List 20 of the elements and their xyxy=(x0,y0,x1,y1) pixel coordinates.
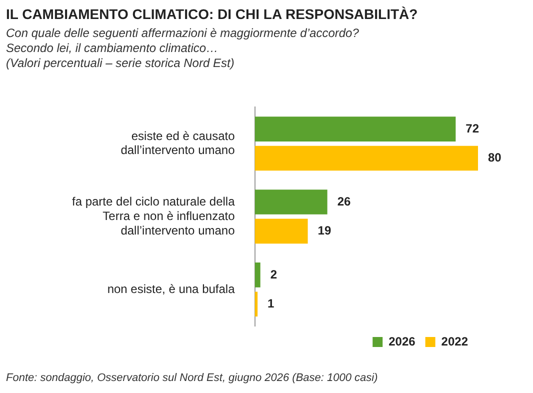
data-label: 72 xyxy=(466,121,480,136)
data-label: 1 xyxy=(268,296,275,310)
bar xyxy=(254,218,308,244)
legend-label: 2026 xyxy=(388,334,416,348)
y-tick-label: fa parte del ciclo naturale della Terra e non è influenzato dall’intervento umano xyxy=(72,194,236,238)
data-label: 19 xyxy=(318,224,332,238)
legend-label: 2022 xyxy=(441,334,468,348)
y-tick-label: esiste ed è causato dall’intervento umano xyxy=(120,128,236,158)
bar xyxy=(254,190,328,214)
chart-subtitle: Con quale delle seguenti affermazioni è maggiormente d’accordo? Secondo lei, il cambiamento climatico… (Valori percentuali – serie storica Nord Est) xyxy=(6,26,359,71)
data-label: 2 xyxy=(270,267,278,282)
data-label: 26 xyxy=(337,194,351,208)
chart-title: IL CAMBIAMENTO CLIMATICO: DI CHI LA RESPONSABILITÀ? xyxy=(6,6,418,22)
bar xyxy=(254,116,456,142)
data-label: 80 xyxy=(488,150,502,165)
bar xyxy=(254,292,258,317)
source-note: Fonte: sondaggio, Osservatorio sul Nord Est, giugno 2026 (Base: 1000 casi) xyxy=(6,372,378,384)
bar xyxy=(254,146,478,171)
y-tick-label: non esiste, è una bufala xyxy=(107,282,236,296)
bar xyxy=(254,262,260,288)
